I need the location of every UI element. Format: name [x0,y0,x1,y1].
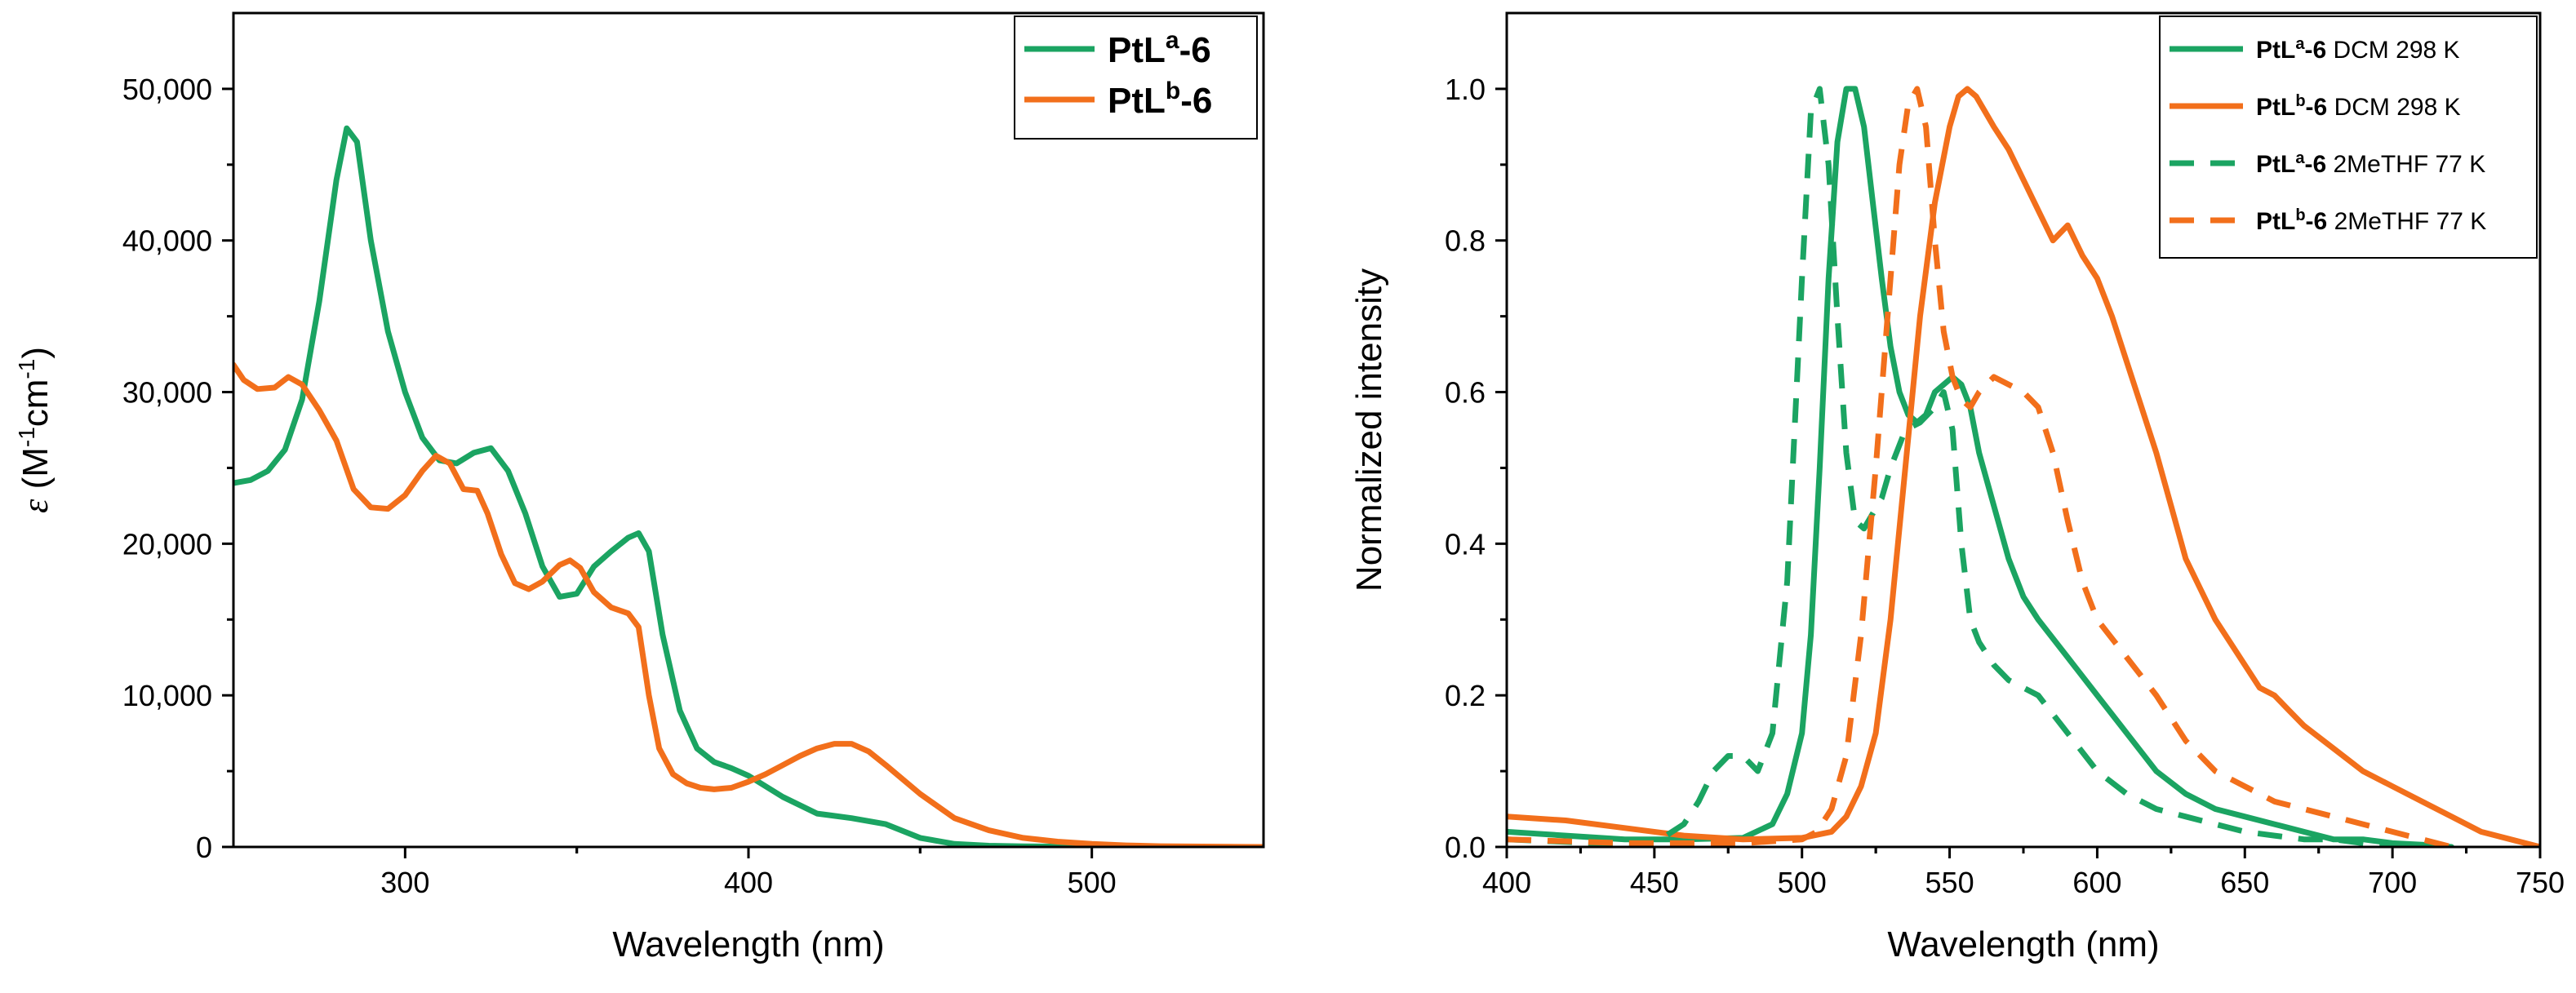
legend-label: PtLa-6 [1108,27,1211,70]
x-tick-label: 400 [724,866,773,899]
legend-label: PtLa-6 2MeTHF 77 K [2256,149,2485,178]
y-tick-label: 0.2 [1445,679,1486,712]
series-line-ptla-6-2methf-77-k [1507,86,2393,847]
y-tick-label: 0.0 [1445,831,1486,864]
series-line-ptlb-6 [233,361,1264,847]
x-tick-label: 650 [2220,866,2269,899]
series-line-ptlb-6-dcm-298-k [1507,86,2540,847]
legend-box [1014,16,1258,140]
y-tick-label: 1.0 [1445,73,1486,106]
legend-label: PtLb-6 DCM 298 K [2256,92,2461,121]
y-tick-label: 30,000 [122,376,212,410]
series-line-ptla-6 [233,125,1264,847]
y-tick-label: 50,000 [122,73,212,106]
x-tick-label: 450 [1630,866,1679,899]
y-tick-label: 0.4 [1445,527,1486,561]
legend-label: PtLb-6 [1108,78,1212,121]
legend-label: PtLa-6 DCM 298 K [2256,35,2460,64]
x-axis-label: Wavelength (nm) [612,924,884,964]
y-axis-label: Normalized intensity [1349,268,1389,592]
y-tick-label: 0.6 [1445,376,1486,410]
legend: PtLa-6 PtLb-6 [1014,16,1258,140]
x-tick-label: 500 [1068,866,1117,899]
legend: PtLa-6 DCM 298 K PtLb-6 DCM 298 K PtLa-6 2… [2159,16,2538,259]
x-tick-label: 400 [1482,866,1531,899]
x-tick-label: 700 [2368,866,2417,899]
series-line-ptlb-6-2methf-77-k [1507,86,2453,847]
x-tick-label: 600 [2072,866,2121,899]
x-tick-label: 300 [380,866,429,899]
chart-emission: 400 450 500 550 600 650 700 750 0.0 0.2 0.4 0.6 0.8 1… [1349,11,2565,964]
y-tick-label: 0 [196,831,212,864]
y-tick-label: 10,000 [122,679,212,712]
y-axis-label: ε (M-1cm-1) [14,347,56,513]
y-tick-label: 20,000 [122,527,212,561]
x-axis-label: Wavelength (nm) [1887,924,2159,964]
x-tick-label: 550 [1925,866,1974,899]
x-tick-label: 500 [1778,866,1827,899]
series-line-ptla-6-dcm-298-k [1507,86,2454,847]
legend-label: PtLb-6 2MeTHF 77 K [2256,206,2486,235]
y-tick-label: 40,000 [122,224,212,258]
x-tick-label: 750 [2516,866,2565,899]
chart-absorption: 300 400 500 0 10,000 20,000 30,000 40,000 50,000… [14,11,1265,964]
y-tick-label: 0.8 [1445,224,1486,258]
